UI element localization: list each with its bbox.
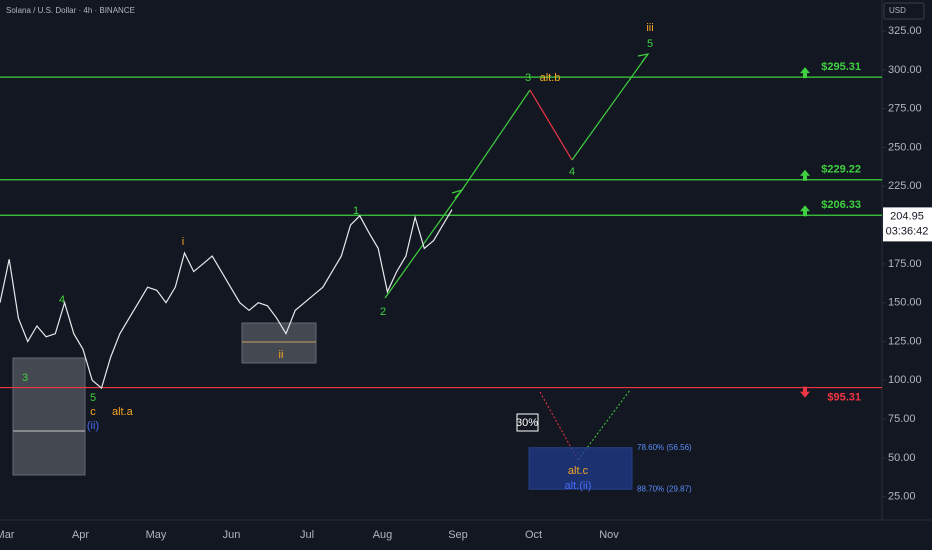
y-tick-label: 325.00 bbox=[888, 25, 922, 37]
arrow-head bbox=[451, 188, 464, 199]
x-tick-label: Jun bbox=[223, 529, 241, 541]
level-arrow bbox=[800, 67, 810, 79]
projection bbox=[461, 89, 531, 191]
wave-label: 1 bbox=[353, 205, 359, 217]
y-tick-label: 225.00 bbox=[888, 180, 922, 192]
level-label: $206.33 bbox=[821, 199, 861, 211]
y-tick-label: 275.00 bbox=[888, 103, 922, 115]
wave-label: i bbox=[182, 236, 184, 248]
zone-box bbox=[12, 357, 86, 476]
wave-label: alt.a bbox=[112, 406, 134, 418]
wave-label: c bbox=[90, 406, 96, 418]
level-label: $295.31 bbox=[821, 61, 861, 73]
currency: USD bbox=[889, 6, 906, 15]
wave-label: 3 bbox=[22, 372, 28, 384]
x-tick-label: May bbox=[146, 529, 167, 541]
fib-box bbox=[528, 447, 633, 490]
y-tick-label: 175.00 bbox=[888, 258, 922, 270]
price-tag bbox=[883, 207, 932, 242]
fib-label: 78.60% (56.56) bbox=[637, 443, 692, 452]
currency-box[interactable] bbox=[883, 2, 925, 20]
wave-label: (ii) bbox=[87, 420, 99, 432]
y-tick-label: 300.00 bbox=[888, 64, 922, 76]
y-tick-label: 125.00 bbox=[888, 335, 922, 347]
chart-header: Solana / U.S. Dollar · 4h · BINANCE bbox=[6, 6, 135, 15]
y-tick-label: 100.00 bbox=[888, 374, 922, 386]
price-line bbox=[0, 209, 453, 390]
x-tick-label: Mar bbox=[0, 529, 15, 541]
wave-label: 4 bbox=[59, 294, 65, 306]
wave-label: 3 bbox=[525, 72, 531, 84]
wave-label: 5 bbox=[90, 392, 96, 404]
wave-label: 4 bbox=[569, 166, 575, 178]
wave-label: 30% bbox=[516, 417, 538, 429]
fib-label: 88.70% (29.87) bbox=[637, 484, 692, 493]
y-tick-label: 250.00 bbox=[888, 141, 922, 153]
y-tick-label: 150.00 bbox=[888, 297, 922, 309]
y-tick-label: 50.00 bbox=[888, 452, 916, 464]
x-tick-label: Jul bbox=[300, 529, 314, 541]
level-arrow bbox=[800, 169, 810, 181]
x-tick-label: Sep bbox=[448, 529, 468, 541]
level-arrow bbox=[800, 205, 810, 217]
projection bbox=[529, 89, 573, 161]
countdown: 03:36:42 bbox=[886, 225, 929, 237]
wave-label: alt.c bbox=[568, 465, 589, 477]
level-label: $229.22 bbox=[821, 164, 861, 176]
wave-label: iii bbox=[646, 22, 653, 34]
projection bbox=[577, 389, 631, 461]
wave-label: 2 bbox=[380, 306, 386, 318]
x-tick-label: Apr bbox=[72, 529, 89, 541]
percent-box bbox=[516, 413, 539, 432]
x-tick-label: Nov bbox=[599, 529, 619, 541]
x-tick-label: Aug bbox=[373, 529, 393, 541]
wave-label: ii bbox=[279, 349, 284, 361]
arrow-head bbox=[637, 53, 650, 63]
price-tag-label: 204.95 bbox=[890, 210, 924, 222]
zone-box bbox=[241, 322, 317, 364]
level-arrow bbox=[800, 386, 810, 398]
x-tick-label: Oct bbox=[525, 529, 542, 541]
wave-label: alt.b bbox=[540, 72, 561, 84]
wave-label: 5 bbox=[647, 38, 653, 50]
y-tick-label: 75.00 bbox=[888, 413, 916, 425]
y-tick-label: 25.00 bbox=[888, 491, 916, 503]
wave-label: alt.(ii) bbox=[565, 480, 592, 492]
level-label: $95.31 bbox=[827, 391, 861, 403]
projection bbox=[571, 53, 649, 161]
